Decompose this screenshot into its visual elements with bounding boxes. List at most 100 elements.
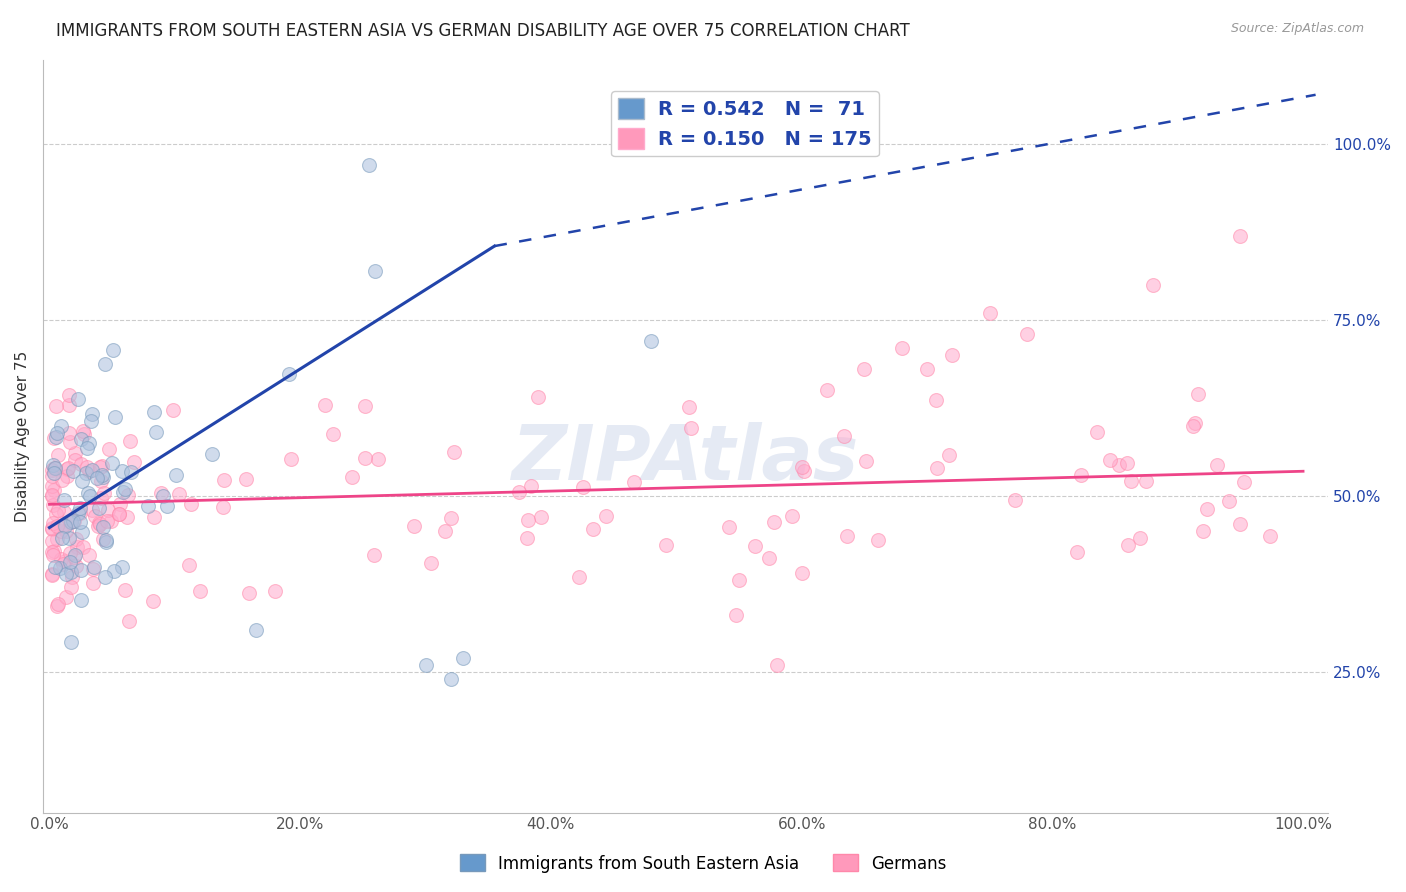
Point	[55, 566, 77, 581]
Point	[58, 434, 80, 449]
Point	[354, 400, 377, 414]
Point	[94, 570, 117, 584]
Point	[70, 457, 93, 471]
Point	[107, 507, 129, 521]
Point	[44, 483, 66, 497]
Point	[280, 451, 302, 466]
Point	[212, 500, 235, 514]
Point	[941, 348, 963, 362]
Point	[41, 548, 63, 562]
Point	[367, 452, 389, 467]
Point	[51, 524, 73, 538]
Point	[277, 367, 299, 381]
Point	[1184, 416, 1206, 430]
Point	[44, 461, 66, 475]
Point	[167, 487, 190, 501]
Point	[58, 388, 80, 402]
Point	[46, 502, 69, 516]
Point	[58, 426, 80, 441]
Point	[793, 464, 815, 478]
Point	[517, 513, 540, 527]
Point	[322, 426, 344, 441]
Point	[80, 414, 103, 428]
Point	[77, 464, 100, 478]
Point	[45, 430, 67, 444]
Point	[60, 569, 83, 583]
Point	[120, 434, 142, 448]
Point	[439, 672, 461, 686]
Point	[404, 518, 426, 533]
Point	[765, 657, 787, 672]
Point	[77, 435, 100, 450]
Point	[49, 560, 72, 574]
Point	[82, 503, 104, 517]
Point	[1119, 474, 1142, 488]
Point	[359, 158, 381, 172]
Point	[111, 560, 134, 574]
Point	[53, 492, 76, 507]
Point	[114, 582, 136, 597]
Point	[76, 442, 98, 456]
Point	[86, 471, 108, 485]
Point	[515, 532, 537, 546]
Point	[152, 489, 174, 503]
Point	[55, 524, 77, 539]
Point	[69, 501, 91, 516]
Point	[120, 466, 142, 480]
Point	[264, 583, 287, 598]
Point	[114, 482, 136, 496]
Point	[815, 384, 838, 398]
Point	[744, 539, 766, 553]
Point	[90, 491, 112, 506]
Point	[1129, 531, 1152, 545]
Point	[91, 470, 114, 484]
Point	[72, 424, 94, 438]
Point	[59, 515, 82, 529]
Point	[41, 463, 63, 477]
Point	[156, 500, 179, 514]
Point	[188, 583, 211, 598]
Point	[111, 464, 134, 478]
Point	[1098, 453, 1121, 467]
Point	[724, 608, 747, 623]
Point	[70, 474, 93, 488]
Point	[42, 458, 65, 472]
Point	[108, 497, 131, 511]
Point	[979, 306, 1001, 320]
Point	[94, 533, 117, 547]
Point	[212, 473, 235, 487]
Point	[53, 517, 76, 532]
Point	[89, 501, 111, 516]
Point	[136, 499, 159, 513]
Point	[90, 459, 112, 474]
Point	[55, 554, 77, 568]
Point	[1181, 419, 1204, 434]
Point	[519, 479, 541, 493]
Point	[44, 559, 66, 574]
Point	[1229, 516, 1251, 531]
Point	[63, 548, 86, 562]
Point	[527, 390, 550, 404]
Point	[101, 343, 124, 358]
Point	[927, 461, 949, 475]
Point	[83, 560, 105, 574]
Point	[314, 398, 336, 412]
Point	[568, 570, 591, 584]
Point	[508, 485, 530, 500]
Point	[82, 463, 104, 477]
Point	[41, 468, 63, 483]
Point	[1070, 468, 1092, 483]
Point	[49, 552, 72, 566]
Legend: R = 0.542   N =  71, R = 0.150   N = 175: R = 0.542 N = 71, R = 0.150 N = 175	[612, 91, 879, 156]
Point	[56, 469, 79, 483]
Point	[87, 518, 110, 533]
Point	[1191, 524, 1213, 538]
Legend: Immigrants from South Eastern Asia, Germans: Immigrants from South Eastern Asia, Germ…	[453, 847, 953, 880]
Point	[65, 532, 87, 546]
Point	[915, 362, 938, 376]
Point	[354, 450, 377, 465]
Point	[1229, 228, 1251, 243]
Point	[58, 398, 80, 412]
Point	[41, 479, 63, 493]
Point	[100, 515, 122, 529]
